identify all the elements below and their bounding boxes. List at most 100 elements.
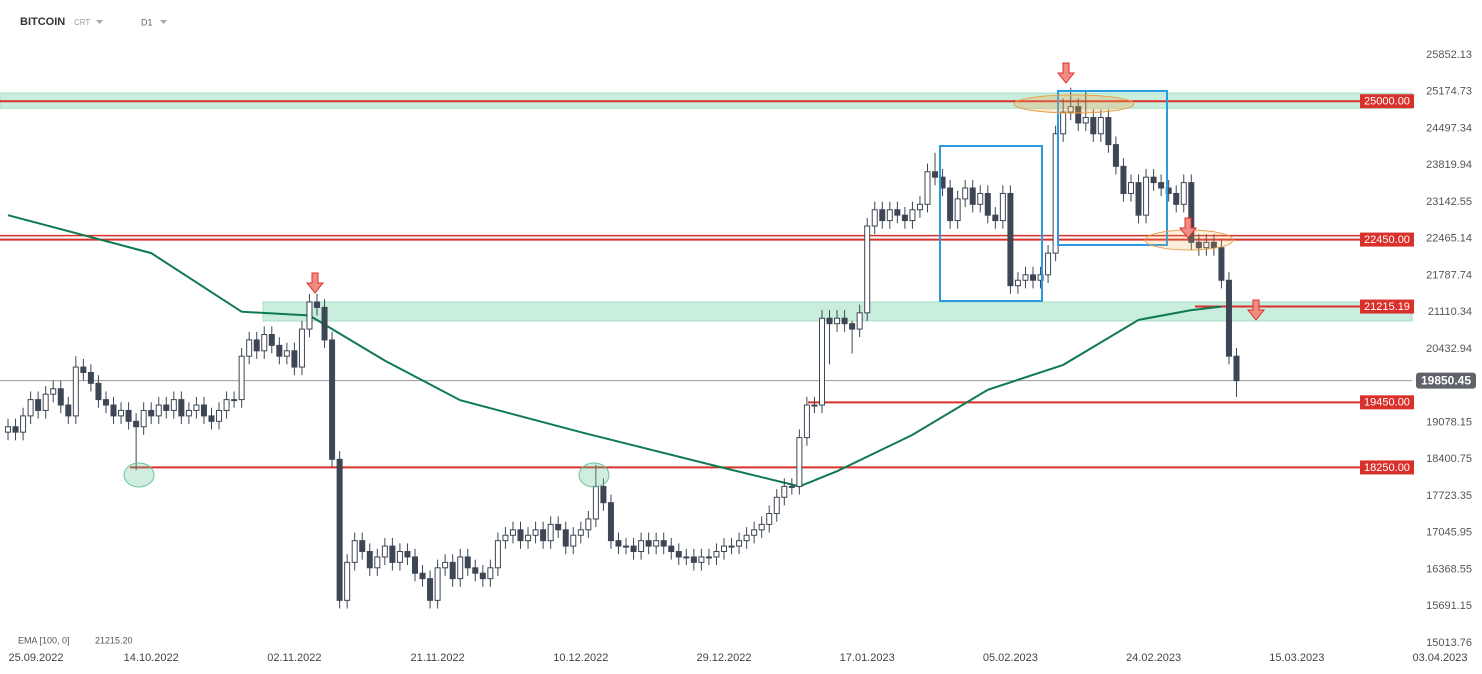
candle-body — [1173, 192, 1180, 205]
candle-body — [65, 404, 72, 417]
x-tick-label: 17.01.2023 — [840, 652, 895, 664]
arrow — [1246, 299, 1266, 321]
candle-body — [1180, 182, 1187, 205]
candle-body — [901, 214, 908, 222]
candle-body — [487, 567, 494, 580]
timeframe[interactable]: D1 — [141, 17, 153, 27]
candle-body — [1045, 252, 1052, 276]
candle-body — [592, 485, 599, 520]
candle-body — [894, 209, 901, 216]
candle-body — [751, 529, 758, 536]
candle-body — [216, 409, 223, 422]
level-label: 18250.00 — [1364, 462, 1410, 474]
x-tick-label: 21.11.2022 — [410, 652, 464, 664]
candle-body — [1188, 182, 1195, 243]
candle-body — [80, 366, 87, 373]
level-label: 25000.00 — [1364, 96, 1410, 108]
candle-body — [359, 540, 366, 553]
candle-body — [721, 545, 727, 553]
candle-body — [163, 404, 170, 411]
y-tick-label: 23819.94 — [1426, 159, 1472, 171]
candle-body — [1210, 241, 1217, 249]
x-tick-label: 24.02.2023 — [1126, 652, 1181, 664]
candle-body — [442, 561, 449, 569]
candle-body — [607, 502, 614, 542]
candle-body — [758, 523, 765, 531]
candle-body — [140, 409, 147, 428]
candle-body — [1195, 241, 1202, 249]
candle-body — [630, 545, 637, 553]
candle-body — [42, 393, 49, 411]
candle-body — [283, 350, 290, 357]
candle-body — [1112, 144, 1119, 167]
candle-body — [585, 518, 592, 531]
candle-body — [916, 203, 923, 211]
y-tick-label: 15691.15 — [1426, 600, 1472, 612]
candle-body — [1233, 355, 1240, 382]
highlight-box — [939, 145, 1043, 302]
candle-body — [1158, 182, 1165, 189]
highlight-box — [1057, 90, 1168, 246]
candle-body — [434, 567, 441, 601]
y-tick-label: 20432.94 — [1426, 343, 1472, 355]
candle-body — [1022, 274, 1029, 281]
arrow — [1056, 62, 1076, 84]
candle-body — [796, 437, 803, 487]
candle-body — [102, 399, 109, 406]
dropdown-caret[interactable] — [96, 20, 103, 24]
candle-body — [984, 192, 991, 216]
candle-body — [1120, 165, 1127, 194]
candle-body — [668, 545, 675, 553]
candle-body — [396, 551, 403, 563]
candle-body — [1203, 241, 1210, 249]
candle-body — [298, 328, 305, 368]
candle-body — [1127, 182, 1134, 194]
candle-body — [879, 209, 886, 222]
candle-body — [178, 399, 185, 417]
candle-body — [502, 534, 509, 542]
candle-body — [5, 426, 11, 433]
highlight-ellipse — [123, 462, 155, 488]
arrow — [305, 272, 325, 294]
x-tick-label: 03.04.2023 — [1412, 652, 1467, 664]
candle-body — [314, 301, 321, 308]
x-tick-label: 05.02.2023 — [983, 652, 1038, 664]
candle-body — [871, 209, 878, 227]
candle-body — [660, 540, 667, 547]
candle-body — [803, 404, 810, 439]
candle-body — [374, 556, 381, 569]
ema-line — [7, 214, 1222, 488]
level-tag — [1360, 395, 1414, 410]
candle-body — [826, 317, 833, 325]
candle-body — [1060, 111, 1067, 135]
candle-body — [638, 540, 645, 553]
candle-body — [155, 404, 162, 417]
candle-body — [200, 404, 207, 417]
candle-body — [246, 339, 253, 357]
candle-body — [268, 334, 275, 346]
candle-body — [261, 334, 268, 352]
y-tick-label: 22465.14 — [1426, 233, 1472, 245]
candle-body — [683, 556, 690, 559]
y-tick-label: 21787.74 — [1426, 269, 1472, 281]
candle-body — [766, 513, 773, 525]
candle-body — [856, 312, 863, 330]
symbol[interactable]: BITCOIN — [20, 16, 65, 28]
candle-body — [95, 382, 102, 401]
market[interactable]: CRT — [74, 18, 90, 27]
candle-body — [864, 225, 871, 314]
y-tick-label: 18400.75 — [1426, 453, 1472, 465]
candle-body — [1067, 106, 1074, 113]
candle-body — [525, 534, 532, 542]
dropdown-caret[interactable] — [160, 20, 167, 24]
candle-body — [238, 355, 245, 401]
candle-body — [185, 409, 192, 417]
candle-body — [999, 192, 1006, 222]
candle-body — [35, 399, 42, 411]
candle-body — [494, 540, 501, 569]
candle-body — [1150, 176, 1157, 184]
candle-body — [705, 556, 712, 559]
candle-body — [924, 171, 931, 205]
level-tag — [1360, 232, 1414, 247]
candle-body — [1105, 117, 1112, 146]
